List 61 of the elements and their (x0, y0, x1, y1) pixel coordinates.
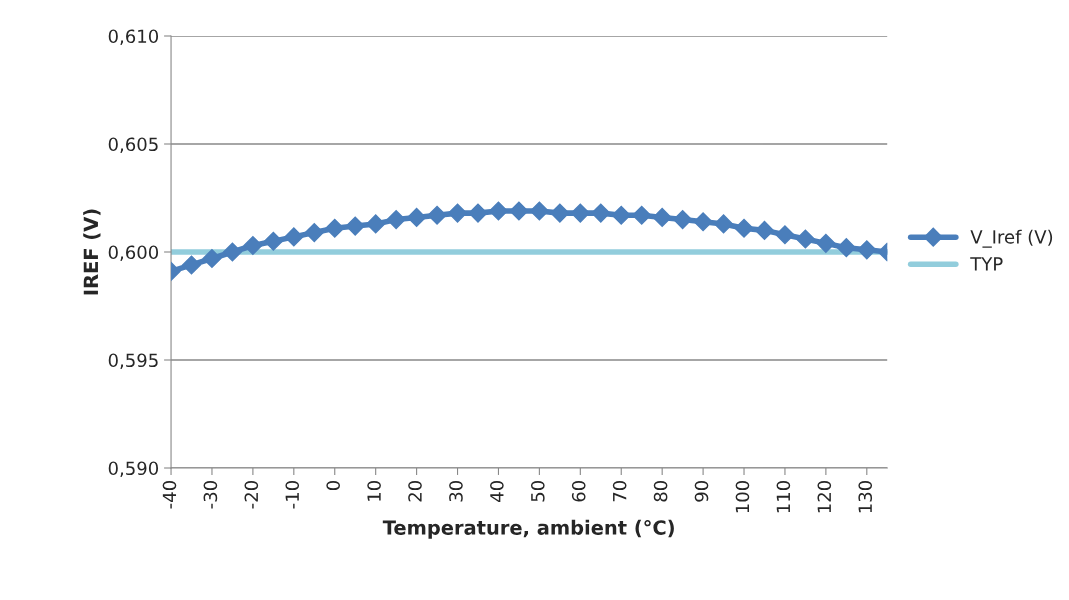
point (693, 212, 713, 232)
point (304, 223, 324, 243)
point (447, 203, 468, 223)
x-tick-label: 80 (653, 481, 668, 502)
x-axis-title: Temperature, ambient (°C) (382, 519, 674, 539)
x-tick-label: -20 (244, 481, 259, 509)
y-tick-label: 0,600 (108, 245, 159, 261)
point (775, 225, 795, 245)
y-tick-label: 0,595 (108, 353, 158, 369)
point (836, 238, 856, 258)
point (734, 218, 754, 238)
x-tick-label: 20 (408, 481, 422, 502)
y-tick-label: 0,610 (108, 29, 159, 45)
point (366, 214, 386, 234)
x-tick-label: 90 (694, 481, 709, 502)
point (632, 205, 652, 225)
point (181, 255, 202, 275)
point (345, 216, 365, 236)
point (550, 203, 570, 223)
point (509, 201, 529, 221)
x-tick-label: 130 (858, 481, 873, 513)
point (570, 203, 590, 223)
x-tick-label: 100 (735, 481, 750, 513)
point (488, 201, 508, 221)
point (468, 203, 488, 223)
point (243, 235, 263, 256)
x-tick-label: 60 (571, 481, 586, 502)
point (857, 240, 877, 260)
y-axis-title: IREF (V) (83, 209, 101, 295)
point (673, 210, 693, 230)
x-tick-label: 50 (530, 481, 545, 502)
point (407, 207, 427, 227)
point (816, 233, 836, 253)
legend-label: V_Iref (V) (970, 229, 1053, 248)
x-tick-label: 40 (490, 481, 504, 502)
x-tick-label: -30 (203, 481, 218, 509)
point (529, 201, 549, 221)
x-tick-label: 0 (326, 481, 340, 491)
point (795, 229, 815, 249)
point (263, 231, 283, 251)
y-tick-label: 0,605 (108, 137, 158, 153)
x-tick-label: -40 (162, 481, 177, 509)
x-tick-label: 30 (449, 481, 463, 502)
point (591, 203, 611, 223)
point (386, 210, 406, 230)
point (427, 205, 447, 225)
point (284, 227, 304, 247)
x-tick-label: 110 (776, 481, 791, 513)
point (222, 242, 242, 262)
x-tick-label: 120 (817, 481, 832, 513)
point (325, 218, 345, 238)
point (714, 214, 734, 234)
x-tick-label: -10 (285, 481, 300, 509)
point (652, 207, 672, 227)
x-tick-label: 70 (612, 481, 627, 502)
point (754, 220, 775, 240)
legend-label: TYP (970, 257, 1003, 271)
point (611, 205, 631, 225)
point (202, 248, 222, 269)
x-tick-label: 10 (367, 481, 381, 501)
y-tick-label: 0,590 (108, 461, 159, 477)
